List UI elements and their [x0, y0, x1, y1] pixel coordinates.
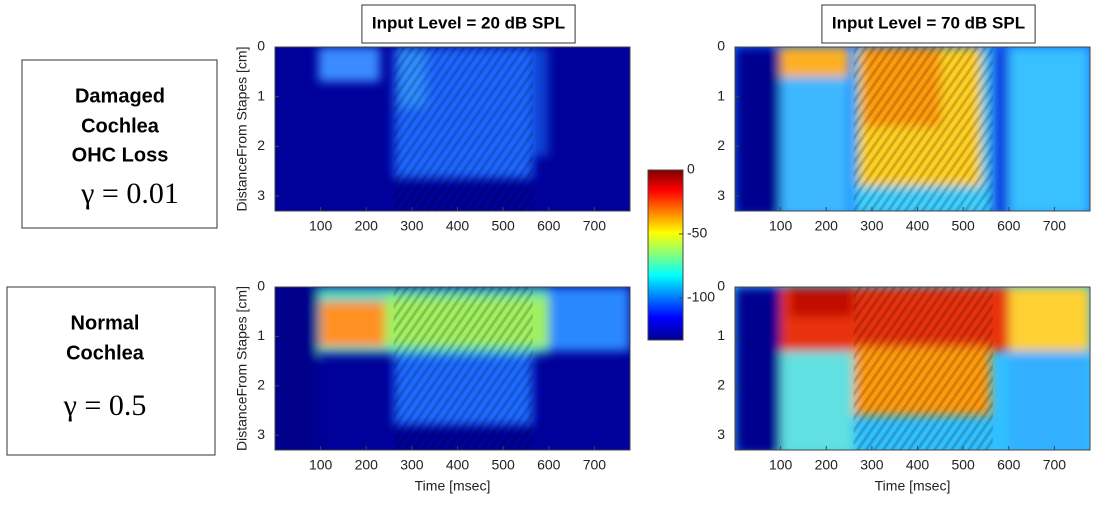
- x-tick-label: 300: [860, 457, 884, 473]
- heatmap-region: [992, 47, 1009, 211]
- y-tick-label: 1: [717, 87, 725, 103]
- y-tick-label: 3: [717, 187, 725, 203]
- heatmap-region: [548, 287, 630, 352]
- y-tick-label: 3: [257, 426, 265, 442]
- plot-frame: [274, 46, 631, 212]
- row-box: [6, 286, 216, 456]
- gamma: γ = 0.5: [63, 389, 147, 422]
- heatmap: [275, 47, 630, 211]
- x-tick-label: 300: [400, 457, 424, 473]
- heatmap: [735, 47, 1090, 211]
- gamma: γ = 0.01: [80, 177, 179, 210]
- x-tick-label: 400: [906, 457, 930, 473]
- row-label: Cochlea: [66, 342, 145, 364]
- chart-title: Input Level = 70 dB SPL: [832, 13, 1025, 32]
- y-tick-label: 0: [257, 278, 265, 294]
- y-tick-label: 1: [257, 327, 265, 343]
- colorbar-tick-label: -100: [687, 289, 715, 305]
- x-tick-label: 200: [355, 218, 379, 234]
- x-axis-label: Time [msec]: [415, 478, 491, 494]
- heatmap-region: [1008, 47, 1090, 211]
- x-tick-label: 100: [309, 218, 333, 234]
- heatmap-region: [780, 351, 854, 450]
- x-tick-label: 700: [583, 218, 607, 234]
- heatmap-region: [735, 287, 781, 450]
- row-label: OHC Loss: [72, 144, 169, 166]
- heatmap: [735, 287, 1090, 450]
- x-tick-label: 400: [446, 457, 470, 473]
- x-tick-label: 200: [815, 218, 839, 234]
- y-axis-label: DistanceFrom Stapes [cm]: [234, 286, 250, 451]
- x-tick-label: 100: [309, 457, 333, 473]
- plot-frame: [274, 286, 631, 451]
- x-tick-label: 700: [583, 457, 607, 473]
- x-tick-label: 500: [491, 218, 515, 234]
- x-tick-label: 200: [815, 457, 839, 473]
- heatmap: [275, 287, 630, 450]
- heatmap-region: [275, 287, 319, 450]
- title-box: [821, 4, 1036, 44]
- texture: [853, 287, 993, 450]
- row-label: Damaged: [75, 85, 165, 107]
- x-tick-label: 500: [951, 457, 975, 473]
- heatmap-region: [780, 47, 850, 77]
- x-tick-label: 300: [400, 218, 424, 234]
- heatmap-region: [735, 47, 781, 211]
- y-axis-label: DistanceFrom Stapes [cm]: [234, 47, 250, 212]
- y-tick-label: 3: [717, 426, 725, 442]
- x-axis-label: Time [msec]: [875, 478, 951, 494]
- heatmap-region: [1008, 351, 1090, 450]
- x-tick-label: 200: [355, 457, 379, 473]
- texture: [393, 47, 533, 211]
- y-tick-label: 3: [257, 187, 265, 203]
- x-tick-label: 600: [537, 218, 561, 234]
- plot-frame: [734, 46, 1091, 212]
- x-tick-label: 100: [769, 457, 793, 473]
- x-tick-label: 400: [906, 218, 930, 234]
- x-tick-label: 600: [997, 457, 1021, 473]
- y-tick-label: 0: [717, 38, 725, 54]
- x-tick-label: 600: [997, 218, 1021, 234]
- heatmap-region: [789, 287, 854, 317]
- y-tick-label: 2: [257, 376, 265, 392]
- x-tick-label: 400: [446, 218, 470, 234]
- x-tick-label: 300: [860, 218, 884, 234]
- y-tick-label: 2: [257, 137, 265, 153]
- colorbar: [647, 169, 684, 341]
- y-tick-label: 0: [717, 278, 725, 294]
- chart-title: Input Level = 20 dB SPL: [372, 13, 565, 32]
- y-tick-label: 2: [717, 376, 725, 392]
- title-box: [361, 4, 576, 44]
- x-tick-label: 600: [537, 457, 561, 473]
- colorbar-tick-label: -50: [687, 225, 707, 241]
- row-box: [21, 59, 218, 229]
- heatmap-region: [1008, 287, 1090, 352]
- x-tick-label: 500: [491, 457, 515, 473]
- x-tick-label: 700: [1043, 218, 1067, 234]
- x-tick-label: 100: [769, 218, 793, 234]
- texture: [393, 287, 533, 450]
- heatmap-region: [318, 47, 380, 82]
- x-tick-label: 700: [1043, 457, 1067, 473]
- y-tick-label: 1: [717, 327, 725, 343]
- texture: [853, 47, 993, 211]
- heatmap-region: [532, 47, 549, 157]
- row-label: Normal: [71, 312, 140, 334]
- row-label: Cochlea: [81, 115, 160, 137]
- plot-frame: [734, 286, 1091, 451]
- y-tick-label: 1: [257, 87, 265, 103]
- y-tick-label: 2: [717, 137, 725, 153]
- x-tick-label: 500: [951, 218, 975, 234]
- heatmap-region: [320, 301, 385, 347]
- y-tick-label: 0: [257, 38, 265, 54]
- colorbar-tick-label: 0: [687, 161, 695, 177]
